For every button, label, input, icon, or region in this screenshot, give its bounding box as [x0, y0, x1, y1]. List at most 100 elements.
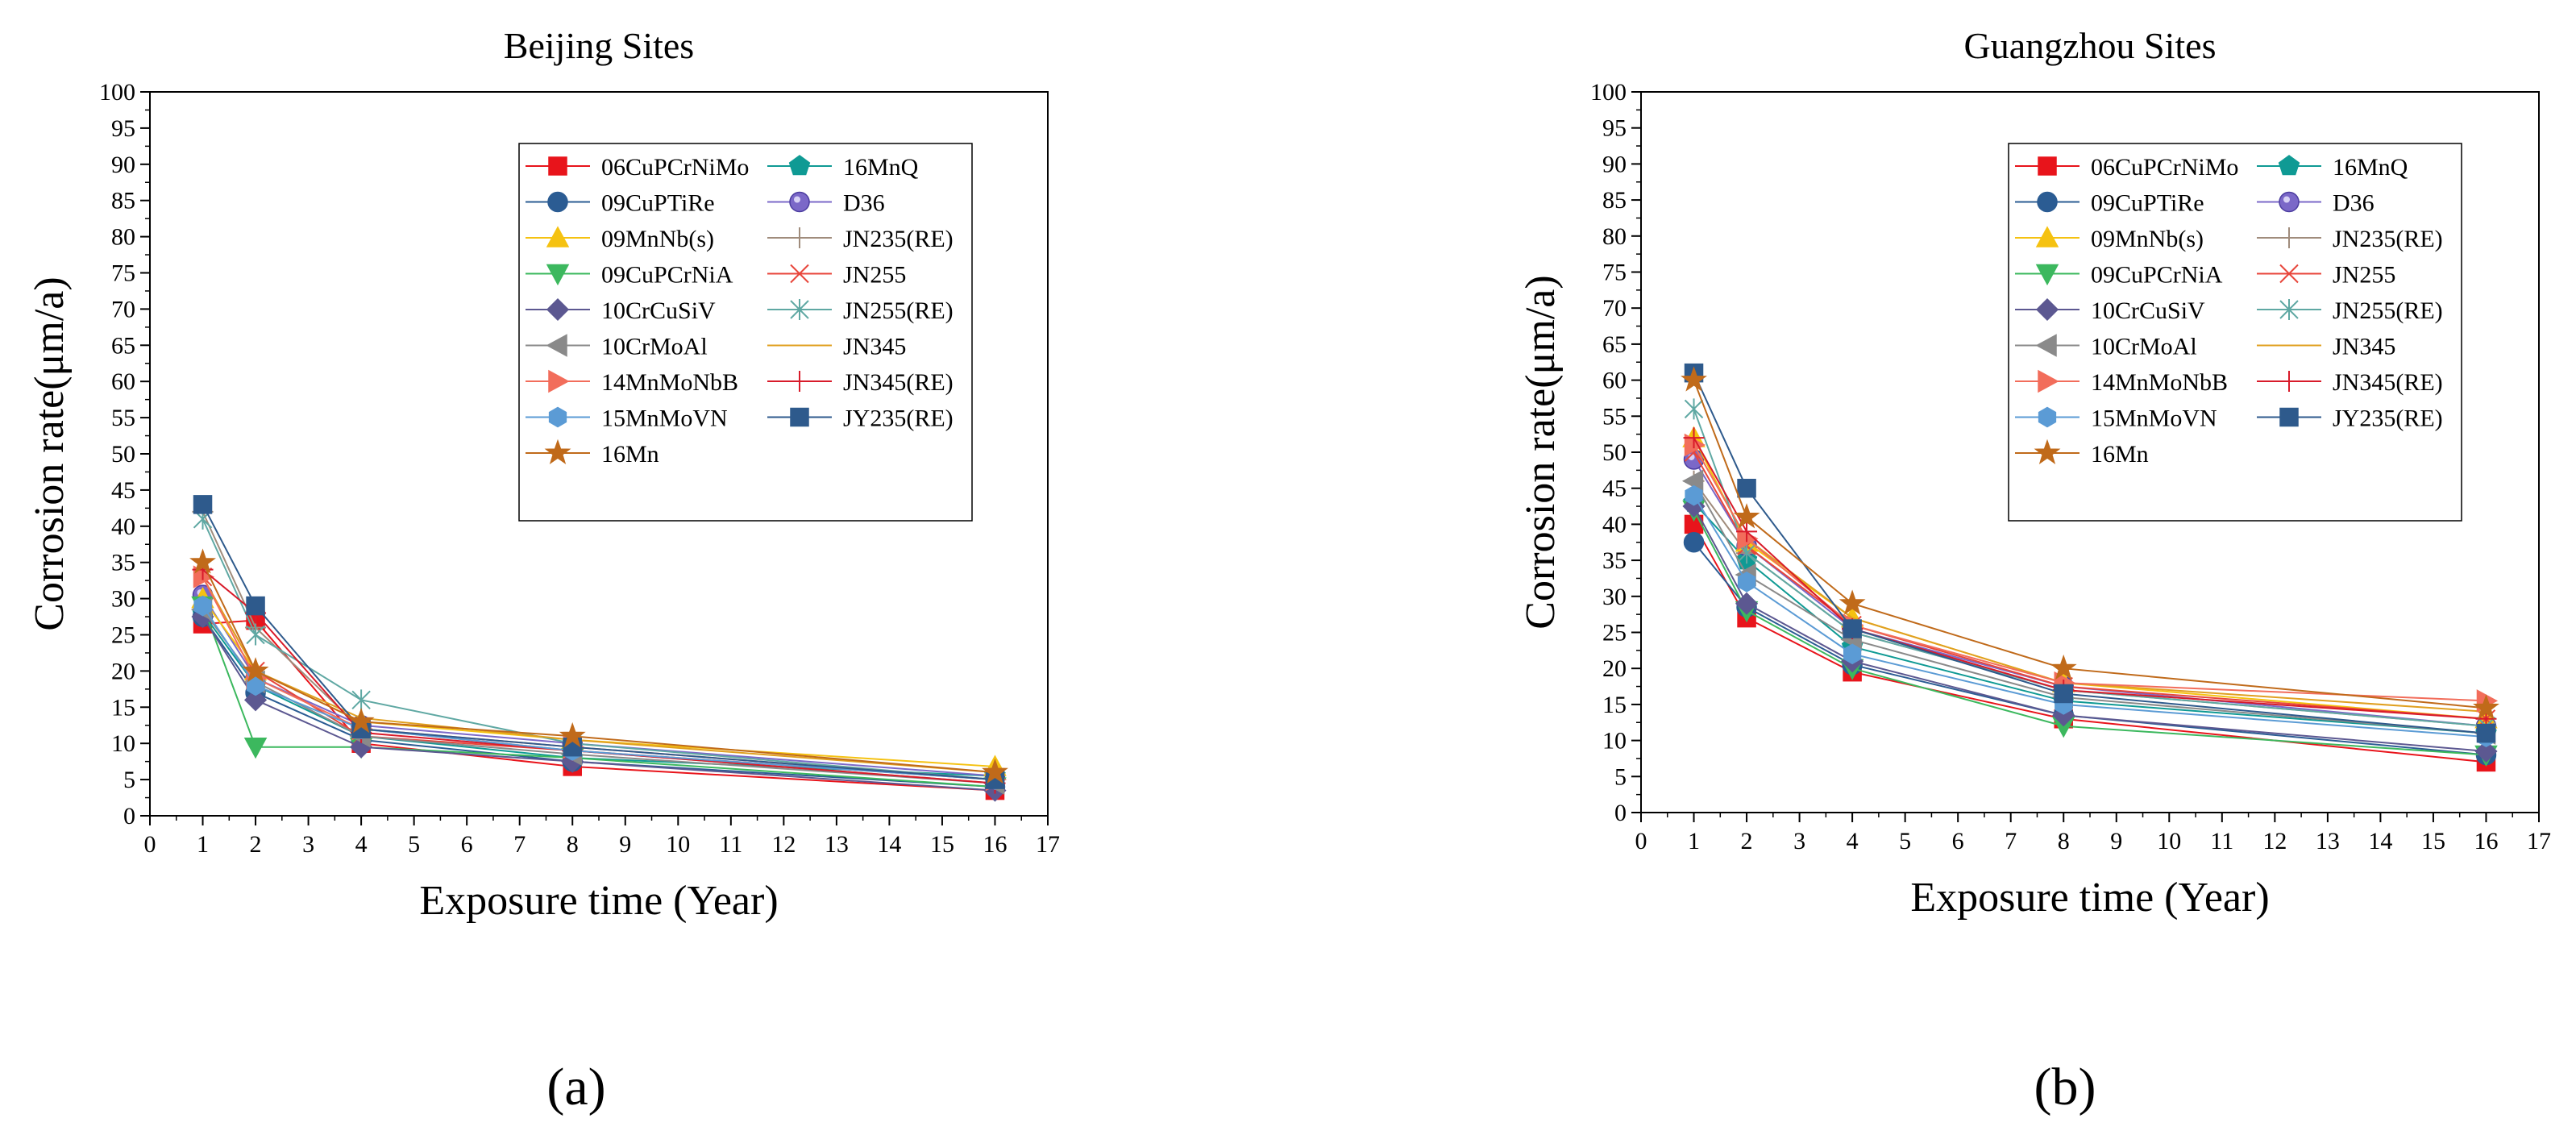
x-tick-label: 6	[461, 831, 473, 858]
legend-marker	[2038, 156, 2057, 176]
legend-marker	[790, 264, 809, 284]
legend-marker	[548, 406, 567, 428]
x-tick-label: 1	[197, 831, 209, 858]
legend-label: 15MnMoVN	[601, 405, 728, 432]
legend-marker	[544, 439, 571, 464]
x-tick-label: 5	[408, 831, 420, 858]
series-line-16MnQ	[202, 612, 995, 777]
legend-label: JY235(RE)	[2333, 405, 2443, 432]
y-tick-label: 5	[1614, 763, 1627, 790]
x-tick-label: 7	[513, 831, 526, 858]
legend-box	[2008, 143, 2462, 522]
y-tick-label: 30	[1602, 584, 1627, 610]
legend-marker	[548, 369, 570, 393]
y-tick-label: 95	[111, 115, 135, 142]
legend-label: 14MnMoNbB	[601, 369, 738, 396]
data-point-10CrCuSiV	[2474, 739, 2498, 763]
y-tick-label: 35	[1602, 547, 1627, 574]
legend-marker	[2038, 406, 2057, 428]
y-tick-label: 60	[1602, 368, 1627, 394]
y-tick-label: 75	[1602, 260, 1627, 286]
legend-marker	[790, 407, 809, 427]
y-tick-label: 95	[1602, 115, 1627, 142]
legend-marker	[2279, 371, 2300, 392]
data-point-15MnMoVN	[1737, 572, 1756, 592]
data-point-16Mn	[1733, 503, 1760, 529]
legend-marker	[2279, 299, 2299, 320]
legend-marker	[2279, 407, 2299, 427]
y-tick-label: 10	[1602, 728, 1627, 755]
y-tick-label: 0	[1614, 800, 1627, 826]
data-point-JY235(RE)	[1737, 478, 1756, 498]
x-tick-label: 7	[2005, 828, 2017, 854]
legend-box	[518, 143, 973, 522]
legend-marker	[2037, 191, 2058, 213]
y-tick-label: 30	[111, 586, 135, 613]
x-tick-label: 4	[1847, 828, 1859, 854]
x-tick-label: 3	[1793, 828, 1805, 854]
x-tick-label: 14	[2368, 828, 2392, 854]
data-point-16Mn	[189, 548, 216, 574]
legend-marker	[789, 371, 810, 392]
x-tick-label: 5	[1899, 828, 1911, 854]
x-tick-label: 15	[930, 831, 954, 858]
x-tick-label: 1	[1688, 828, 1700, 854]
y-tick-label: 65	[1602, 331, 1627, 358]
data-point-09CuPCrNiA	[243, 737, 268, 759]
y-tick-label: 45	[1602, 476, 1627, 502]
legend-marker	[2035, 334, 2057, 357]
legend-label: 09CuPCrNiA	[601, 262, 733, 289]
data-point-15MnMoVN	[193, 595, 212, 617]
legend-label: JY235(RE)	[843, 405, 954, 432]
data-point-15MnMoVN	[1843, 643, 1862, 665]
legend-label: 10CrMoAl	[601, 334, 708, 360]
legend-label: 16MnQ	[2333, 154, 2408, 181]
x-tick-label: 3	[302, 831, 314, 858]
legend-label: 09CuPCrNiA	[2091, 262, 2223, 289]
data-point-16Mn	[1839, 589, 1866, 615]
legend: 06CuPCrNiMo 16MnQ 09CuPTiRe D36 09MnNb(s) JN2…	[518, 143, 973, 522]
x-axis-label: Exposure time (Year)	[1910, 875, 2269, 921]
y-tick-label: 45	[111, 477, 135, 504]
data-point-JY235(RE)	[246, 596, 265, 616]
y-tick-label: 85	[111, 188, 135, 214]
legend-marker	[548, 156, 567, 176]
legend-label: JN255	[2333, 262, 2395, 289]
legend-label: 16Mn	[2091, 441, 2149, 468]
data-point-09CuPTiRe	[1683, 532, 1705, 553]
data-point-JN255(RE)	[246, 624, 265, 646]
data-point-15MnMoVN	[1685, 484, 1703, 506]
legend-label: JN255	[843, 262, 906, 289]
y-tick-label: 40	[1602, 511, 1627, 538]
legend-marker	[2279, 264, 2299, 284]
data-point-16Mn	[347, 707, 375, 734]
data-point-JN345(RE)	[1736, 521, 1758, 543]
legend-label: JN345(RE)	[843, 369, 954, 396]
series-line-06CuPCrNiMo	[202, 619, 995, 792]
legend-marker-highlight	[794, 196, 800, 203]
x-tick-label: 15	[2421, 828, 2445, 854]
legend-marker	[2278, 155, 2300, 176]
data-point-JN345(RE)	[1683, 427, 1705, 449]
legend-label: 06CuPCrNiMo	[2091, 154, 2238, 181]
legend-marker	[546, 264, 570, 286]
series-line-10CrCuSiV	[202, 616, 995, 792]
data-point-10CrCuSiV	[1735, 592, 1759, 615]
legend-marker	[2279, 191, 2300, 213]
data-point-16Mn	[1681, 366, 1707, 392]
data-point-10CrCuSiV	[243, 688, 268, 712]
legend-label: 14MnMoNbB	[2091, 369, 2228, 396]
y-tick-label: 90	[1602, 151, 1627, 177]
data-point-16Mn	[2473, 694, 2499, 720]
legend-marker	[546, 334, 567, 357]
legend-label: 10CrCuSiV	[2091, 297, 2205, 324]
legend-marker	[788, 155, 811, 176]
legend-label: 15MnMoVN	[2091, 405, 2217, 432]
x-tick-label: 2	[250, 831, 262, 858]
legend-label: D36	[843, 190, 885, 217]
x-tick-label: 9	[2110, 828, 2122, 854]
y-tick-label: 100	[99, 79, 135, 106]
y-tick-label: 70	[1602, 295, 1627, 322]
legend-marker	[2038, 369, 2059, 393]
